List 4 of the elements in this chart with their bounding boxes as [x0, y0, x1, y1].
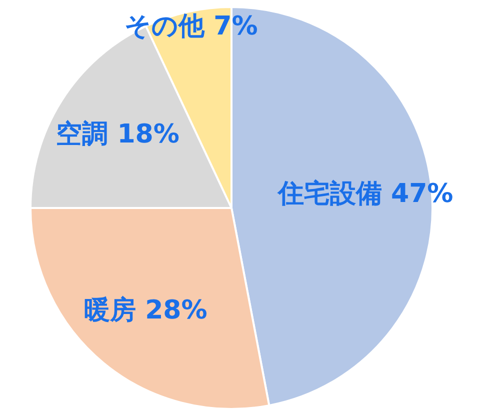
slice-label: 暖房 28%	[84, 296, 208, 326]
slice-label: 空調 18%	[56, 120, 180, 150]
slice-label: 住宅設備 47%	[276, 179, 454, 210]
slice-label: その他 7%	[124, 11, 258, 42]
